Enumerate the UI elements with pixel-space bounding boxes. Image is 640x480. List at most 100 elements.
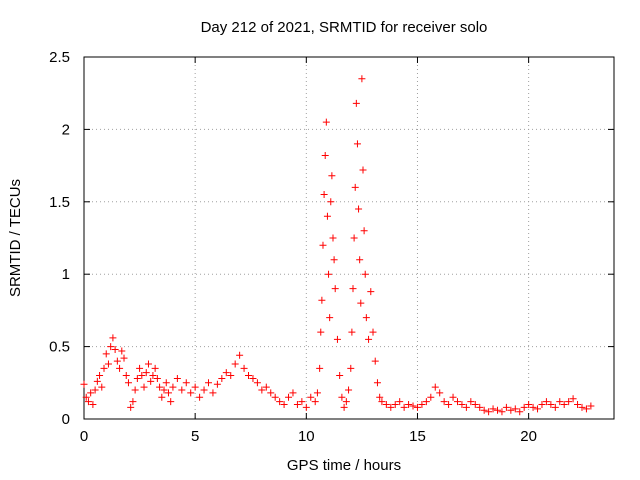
data-point	[318, 296, 326, 304]
data-point	[104, 360, 112, 368]
data-point	[333, 335, 341, 343]
data-point	[538, 401, 546, 409]
data-point	[204, 379, 212, 387]
data-point	[311, 398, 319, 406]
data-point	[164, 389, 172, 397]
data-point	[133, 374, 141, 382]
data-point	[118, 347, 126, 355]
data-point	[578, 403, 586, 411]
data-point	[111, 345, 119, 353]
data-point	[319, 241, 327, 249]
data-point	[200, 386, 208, 394]
data-point	[362, 314, 370, 322]
data-point	[187, 389, 195, 397]
data-point	[129, 398, 137, 406]
data-point	[494, 406, 502, 414]
data-point	[534, 405, 542, 413]
data-point	[376, 393, 384, 401]
data-point	[162, 379, 170, 387]
data-point	[365, 335, 373, 343]
data-point	[405, 401, 413, 409]
data-point	[400, 403, 408, 411]
data-point	[355, 205, 363, 213]
data-point	[87, 389, 95, 397]
data-point	[213, 380, 221, 388]
data-point	[369, 328, 377, 336]
data-point	[357, 299, 365, 307]
data-point	[345, 386, 353, 394]
data-point	[520, 403, 528, 411]
data-point	[321, 151, 329, 159]
data-point	[136, 364, 144, 372]
x-tick-labels: 0 5 10 15 20	[80, 428, 537, 445]
x-tick-label: 20	[520, 428, 537, 445]
data-point	[89, 401, 97, 409]
data-point	[361, 270, 369, 278]
data-point	[271, 393, 279, 401]
data-point	[227, 372, 235, 380]
data-point	[560, 401, 568, 409]
data-point	[529, 403, 537, 411]
data-point	[156, 383, 164, 391]
data-point	[316, 364, 324, 372]
data-point	[418, 401, 426, 409]
data-point	[373, 379, 381, 387]
data-point	[93, 377, 101, 385]
data-point	[347, 364, 355, 372]
data-point	[502, 403, 510, 411]
data-point	[462, 403, 470, 411]
data-point	[359, 166, 367, 174]
y-tick-label: 1	[62, 266, 70, 283]
data-point	[253, 379, 261, 387]
data-point	[382, 401, 390, 409]
data-point	[378, 398, 386, 406]
data-point	[587, 402, 595, 410]
data-point	[485, 408, 493, 416]
data-point	[440, 398, 448, 406]
y-tick-label: 0.5	[49, 339, 70, 356]
data-point	[120, 354, 128, 362]
data-point	[565, 398, 573, 406]
data-point	[209, 389, 217, 397]
data-point	[371, 357, 379, 365]
data-point	[317, 328, 325, 336]
data-point	[556, 398, 564, 406]
data-point	[100, 364, 108, 372]
data-point	[328, 172, 336, 180]
data-point	[323, 212, 331, 220]
y-tick-labels: 0 0.5 1 1.5 2 2.5	[49, 49, 70, 428]
data-point	[356, 256, 364, 264]
data-point	[547, 401, 555, 409]
data-point	[336, 372, 344, 380]
data-point	[453, 398, 461, 406]
data-point	[267, 389, 275, 397]
data-point	[340, 403, 348, 411]
data-point	[82, 393, 90, 401]
data-point	[353, 140, 361, 148]
data-point	[476, 403, 484, 411]
data-point	[245, 372, 253, 380]
data-point	[349, 285, 357, 293]
data-point	[338, 393, 346, 401]
data-point	[142, 369, 150, 377]
x-tick-label: 15	[409, 428, 426, 445]
data-point	[80, 380, 88, 388]
data-point	[449, 393, 457, 401]
data-point	[320, 191, 328, 199]
data-point	[147, 377, 155, 385]
data-point	[231, 360, 239, 368]
data-point	[218, 374, 226, 382]
data-point	[458, 401, 466, 409]
data-point	[307, 393, 315, 401]
data-point	[409, 402, 417, 410]
x-tick-label: 0	[80, 428, 88, 445]
chart-title: Day 212 of 2021, SRMTID for receiver sol…	[201, 19, 488, 36]
data-point	[367, 288, 375, 296]
data-point	[182, 379, 190, 387]
data-point	[140, 383, 148, 391]
data-point	[445, 401, 453, 409]
data-points	[80, 75, 595, 416]
data-point	[582, 405, 590, 413]
y-tick-label: 1.5	[49, 194, 70, 211]
x-tick-label: 10	[298, 428, 315, 445]
